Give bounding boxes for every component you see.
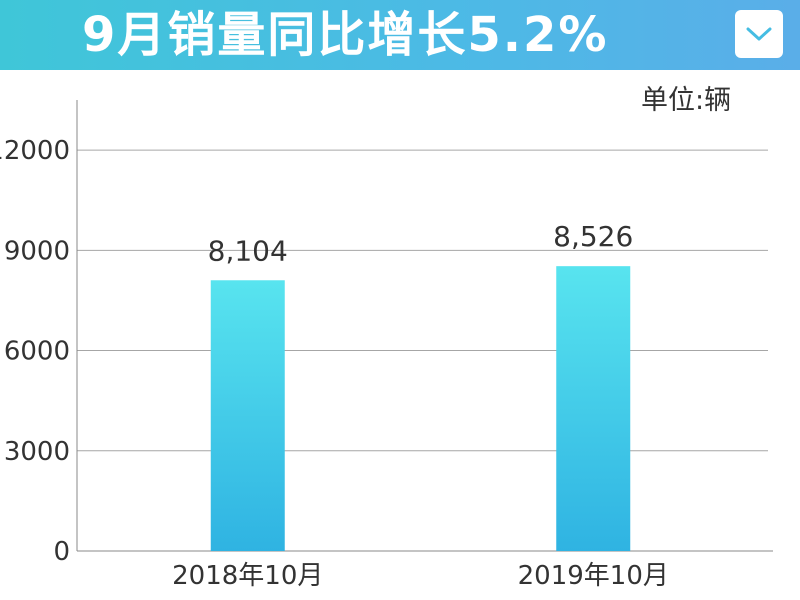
x-tick-label: 2019年10月 (518, 561, 669, 591)
unit-label: 单位:辆 (641, 85, 732, 116)
y-tick-label: 9000 (4, 236, 70, 266)
bar (210, 280, 285, 551)
x-tick-label: 2018年10月 (172, 561, 323, 591)
page-title: 9月销量同比增长5.2% (82, 7, 609, 63)
bar-value-label: 8,526 (553, 220, 633, 253)
header-banner: 9月销量同比增长5.2% (0, 0, 800, 70)
dropdown-button[interactable] (735, 10, 783, 58)
y-tick-label: 0 (53, 537, 70, 567)
y-tick-label: 6000 (4, 337, 70, 367)
y-tick-label: 12000 (0, 136, 70, 166)
chevron-down-icon (746, 27, 772, 41)
y-tick-label: 3000 (4, 437, 70, 467)
bar-value-label: 8,104 (208, 234, 288, 267)
bar (556, 266, 631, 551)
